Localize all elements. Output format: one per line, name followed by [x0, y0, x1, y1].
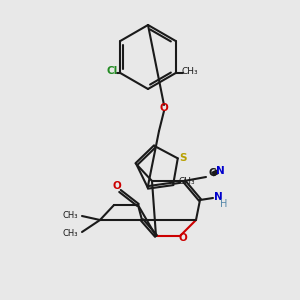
- Text: CH₃: CH₃: [179, 177, 196, 186]
- Text: CH₃: CH₃: [182, 68, 198, 76]
- Text: S: S: [179, 153, 187, 164]
- Text: O: O: [178, 233, 188, 243]
- Text: C: C: [208, 168, 216, 178]
- Text: CH₃: CH₃: [62, 211, 78, 220]
- Text: Cl: Cl: [107, 66, 118, 76]
- Text: N: N: [214, 192, 222, 202]
- Text: N: N: [216, 166, 224, 176]
- Text: CH₃: CH₃: [62, 229, 78, 238]
- Text: O: O: [112, 181, 122, 191]
- Text: O: O: [160, 103, 168, 113]
- Text: H: H: [220, 199, 228, 209]
